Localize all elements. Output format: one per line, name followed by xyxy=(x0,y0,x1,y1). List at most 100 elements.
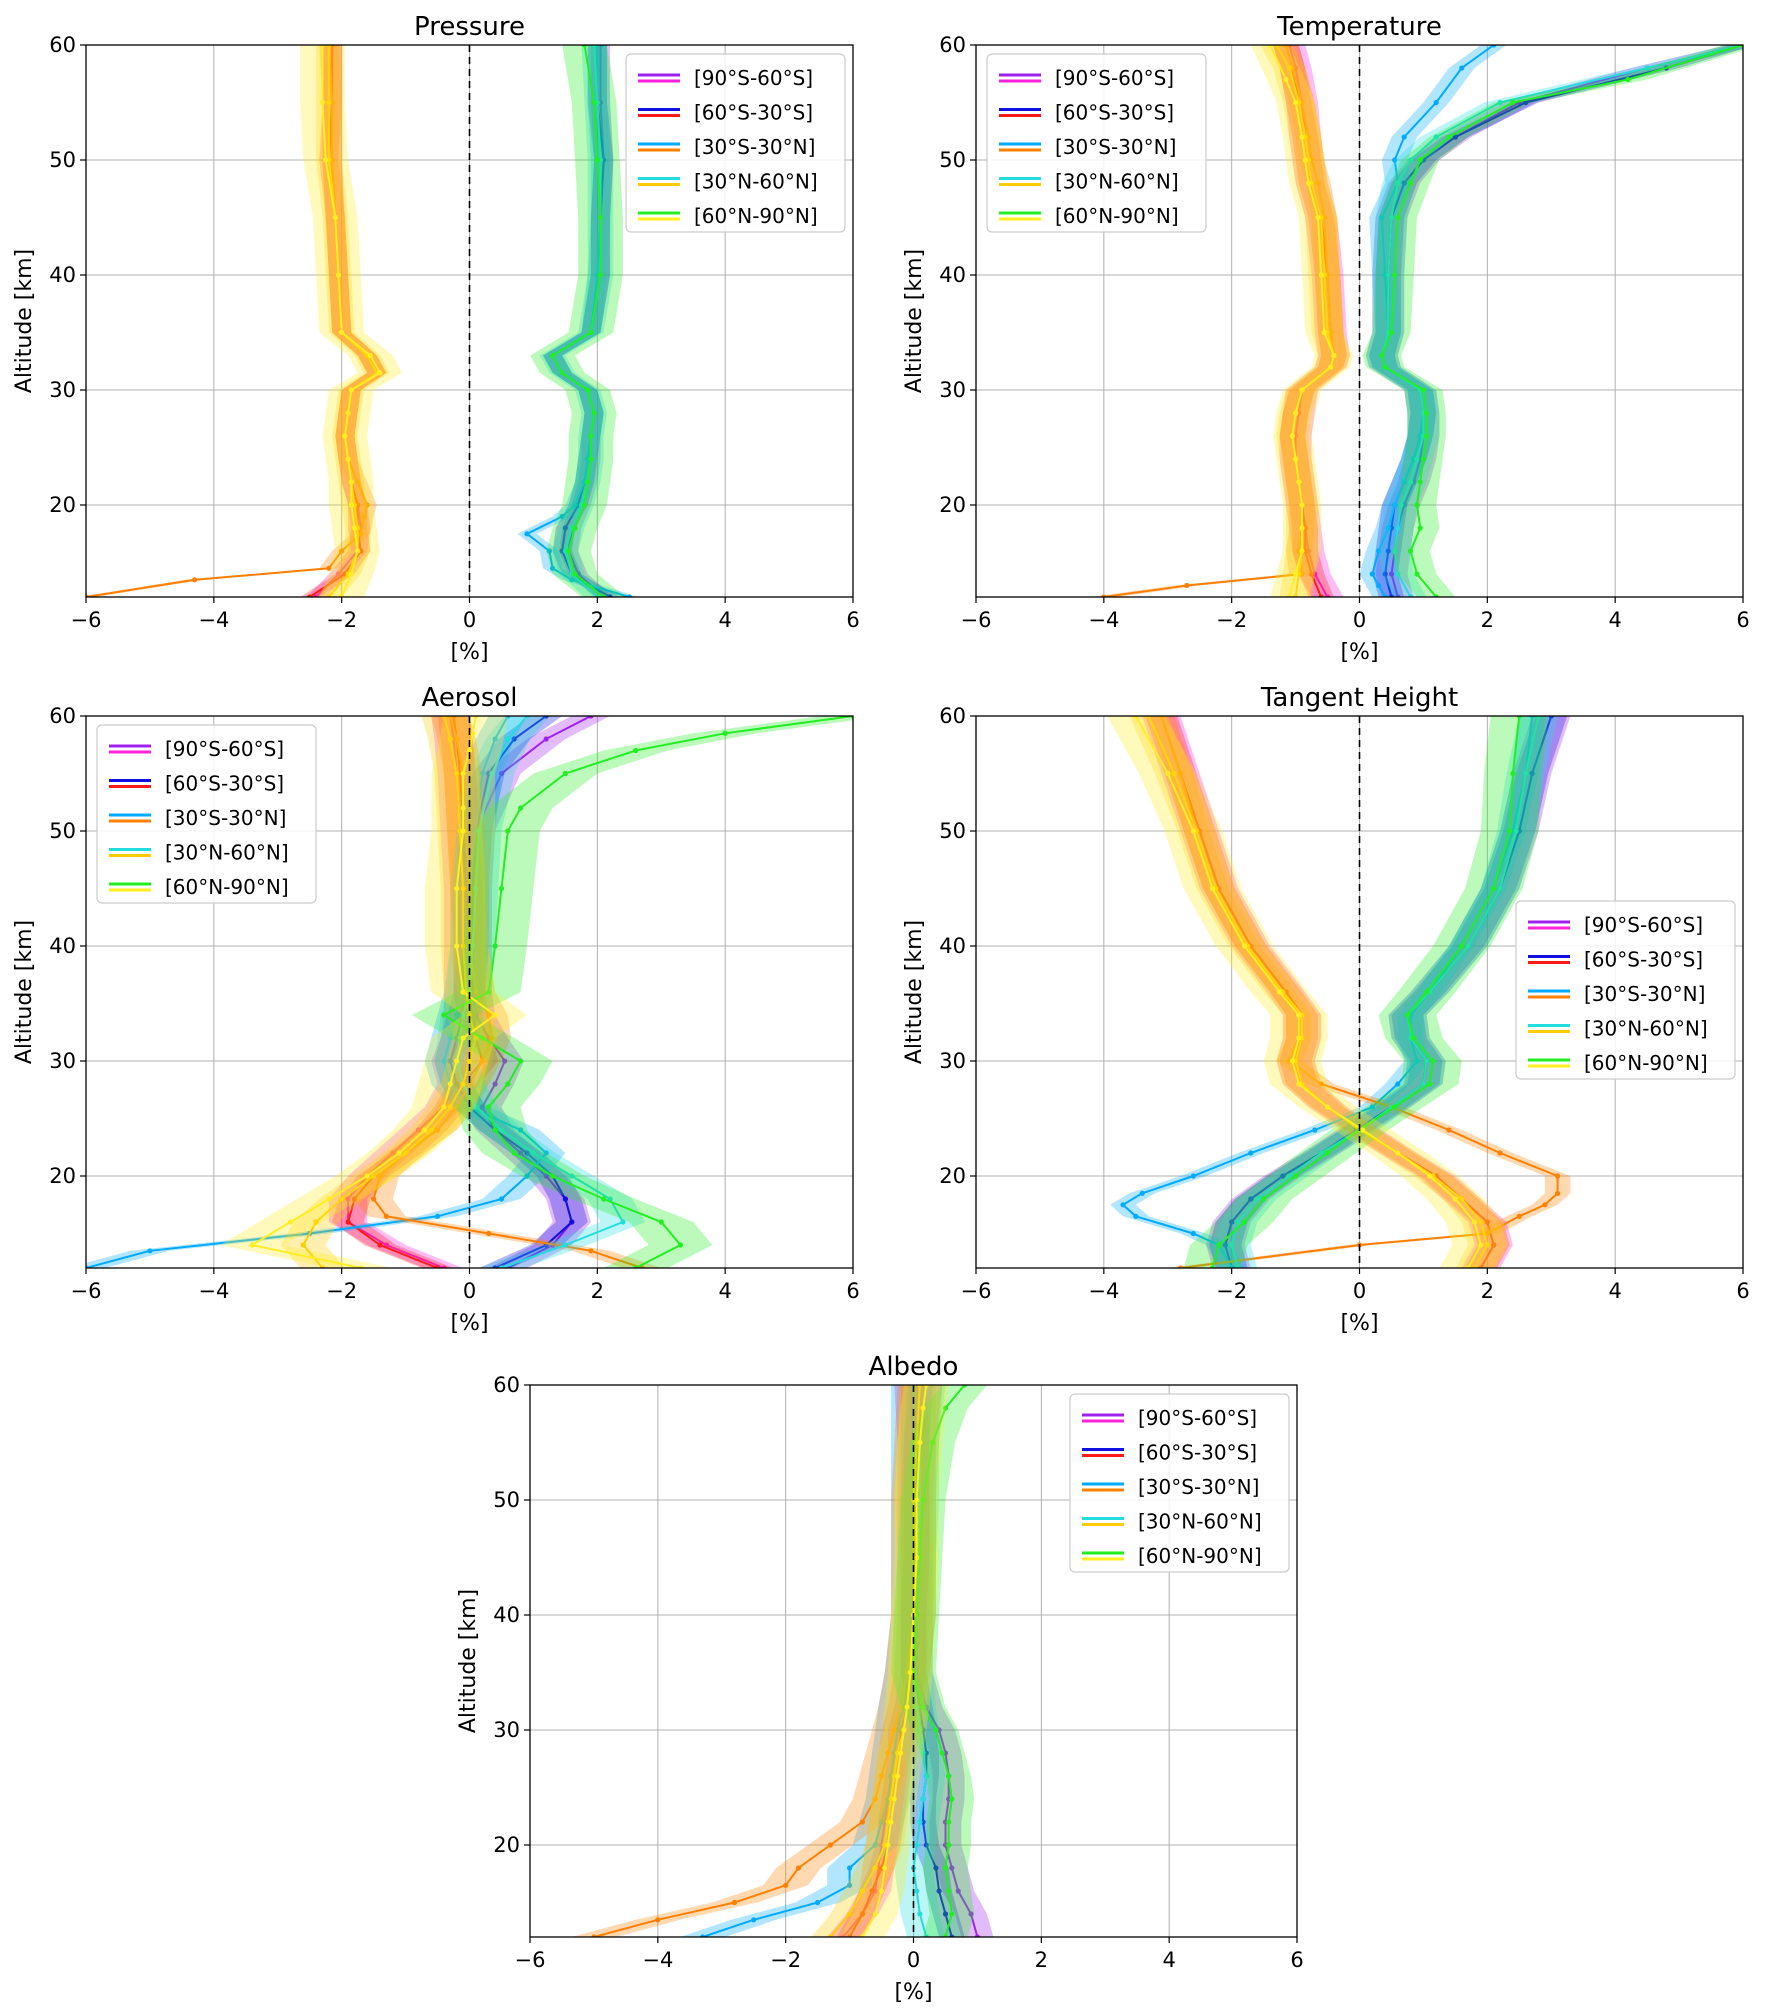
x-tick-label: −2 xyxy=(1216,608,1247,632)
x-tick-label: 6 xyxy=(1736,608,1749,632)
y-tick-label: 40 xyxy=(49,934,76,958)
point-4-neg-4 xyxy=(364,1173,370,1179)
point-3-pos-2 xyxy=(620,1219,626,1225)
point-3-pos-7 xyxy=(923,1773,929,1779)
legend: [90°S-60°S] [60°S-30°S] [30°S-30°N] [30°N-6… xyxy=(625,53,846,233)
point-2-neg-7 xyxy=(355,479,361,485)
point-4-neg-2 xyxy=(878,1888,885,1894)
point-4-neg-10 xyxy=(1328,364,1334,370)
point-1-pos-9 xyxy=(447,1058,453,1064)
point-4-pos-11 xyxy=(1404,1012,1410,1018)
point-4-pos-8 xyxy=(1424,410,1430,416)
point-3-pos-15 xyxy=(1395,180,1401,186)
point-1-neg-3 xyxy=(351,1196,358,1202)
series-line-3-pos xyxy=(1230,716,1540,1268)
point-4-pos-2 xyxy=(946,1888,952,1894)
legend-label: [30°S-30°N] xyxy=(1138,1475,1259,1499)
legend-label: [60°N-90°N] xyxy=(165,875,289,899)
point-3-neg-16 xyxy=(454,770,460,777)
point-4-pos-14 xyxy=(1395,214,1401,221)
point-3-pos-11 xyxy=(460,1012,466,1018)
point-2-pos-4 xyxy=(1385,525,1391,531)
point-4-neg-6 xyxy=(1293,456,1299,462)
legend: [90°S-60°S] [60°S-30°S] [30°S-30°N] [30°N-6… xyxy=(1515,900,1736,1080)
band-4-neg xyxy=(220,716,527,1268)
point-3-neg-1 xyxy=(847,1911,853,1917)
band-4-neg xyxy=(1107,716,1510,1268)
x-tick-label: 6 xyxy=(846,1279,859,1303)
point-4-neg-18 xyxy=(466,747,473,754)
point-3-pos-8 xyxy=(1420,1081,1426,1087)
band-3-neg xyxy=(316,45,390,597)
point-4-pos-10 xyxy=(1382,364,1388,370)
point-4-neg-6 xyxy=(345,456,351,462)
point-1-pos-1 xyxy=(1222,1242,1228,1248)
legend-box xyxy=(1069,1393,1290,1573)
point-2-pos-7 xyxy=(1248,1150,1254,1156)
point-4-pos-13 xyxy=(1459,943,1465,949)
point-1-pos-3 xyxy=(1248,1196,1254,1202)
x-tick-label: 4 xyxy=(1608,1279,1621,1303)
point-4-pos-11 xyxy=(550,352,556,359)
point-2-pos-5 xyxy=(559,513,565,520)
x-tick-label: −4 xyxy=(198,1279,229,1303)
point-4-pos-2 xyxy=(1241,1219,1248,1225)
point-3-pos-14 xyxy=(1388,214,1395,221)
point-4-pos-3 xyxy=(942,1865,949,1871)
point-4-neg-17 xyxy=(1299,134,1305,140)
point-3-pos-14 xyxy=(1497,885,1503,892)
y-tick-label: 20 xyxy=(49,493,76,517)
point-2-neg-18 xyxy=(1177,770,1184,777)
point-3-pos-9 xyxy=(1424,1058,1430,1064)
y-axis-label: Altitude [km] xyxy=(12,920,37,1064)
legend-label: [60°N-90°N] xyxy=(1138,1544,1262,1568)
point-2-pos-1 xyxy=(751,1917,757,1923)
point-1-pos-2 xyxy=(1229,1219,1235,1225)
legend-label: [90°S-60°S] xyxy=(1584,913,1703,937)
point-2-neg-1 xyxy=(192,577,198,583)
series-line-3-neg xyxy=(1147,716,1489,1268)
point-4-pos-4 xyxy=(581,502,588,508)
point-2-neg-5 xyxy=(361,513,367,520)
point-2-pos-5 xyxy=(872,1842,878,1848)
point-2-pos-3 xyxy=(847,1882,853,1888)
point-4-neg-1 xyxy=(348,571,354,577)
point-4-neg-12 xyxy=(460,989,466,995)
band-3-neg xyxy=(280,716,499,1268)
point-4-pos-3 xyxy=(572,525,578,531)
point-3-pos-14 xyxy=(473,885,479,892)
band-4-pos xyxy=(891,1385,987,1937)
point-3-neg-16 xyxy=(1171,770,1177,777)
point-4-neg-5 xyxy=(348,479,354,485)
point-0-neg-3 xyxy=(345,1196,351,1202)
x-tick-label: 0 xyxy=(1353,608,1366,632)
legend-label: [30°S-30°N] xyxy=(1584,982,1705,1006)
point-4-neg-19 xyxy=(470,730,476,736)
point-4-pos-13 xyxy=(492,943,498,949)
point-4-pos-1 xyxy=(1414,571,1420,577)
point-4-pos-6 xyxy=(1420,456,1426,462)
point-1-neg-2 xyxy=(345,1219,351,1225)
point-4-pos-14 xyxy=(498,885,505,892)
point-4-pos-8 xyxy=(1427,1081,1433,1087)
point-4-neg-8 xyxy=(345,410,351,416)
point-4-pos-15 xyxy=(505,828,511,834)
band-0-neg xyxy=(306,45,387,597)
point-0-neg-6 xyxy=(415,1127,421,1133)
point-3-pos-3 xyxy=(1254,1196,1260,1202)
point-4-neg-5 xyxy=(888,1819,894,1825)
point-3-neg-2 xyxy=(859,1888,866,1894)
point-4-pos-17 xyxy=(562,770,569,777)
point-4-pos-4 xyxy=(946,1842,952,1848)
x-axis-label: [%] xyxy=(1340,1311,1378,1336)
point-2-pos-19 xyxy=(1433,99,1439,106)
band-3-pos xyxy=(894,1385,946,1937)
point-3-pos-17 xyxy=(505,736,511,742)
point-3-neg-7 xyxy=(447,1104,453,1110)
chart-3: −6 −4 −2 0 2 4 6 20 30 40 50 60 Tangent Height [%] Alt… xyxy=(902,683,1750,1336)
point-4-pos-8 xyxy=(505,1081,511,1087)
point-4-pos-7 xyxy=(1392,1104,1398,1110)
point-2-neg-13 xyxy=(473,989,479,995)
y-tick-label: 30 xyxy=(49,1049,76,1073)
point-2-neg-8 xyxy=(1446,1127,1452,1133)
